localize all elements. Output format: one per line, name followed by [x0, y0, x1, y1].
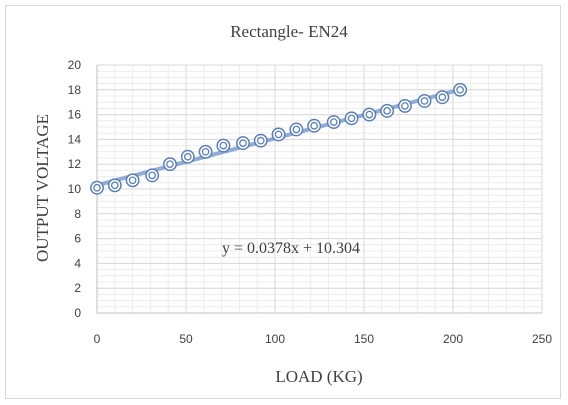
data-point-outer-ring — [362, 107, 377, 122]
y-tick-label: 6 — [74, 232, 81, 246]
data-point — [107, 178, 122, 193]
data-point-inner-ring — [420, 97, 429, 105]
data-point — [417, 94, 432, 108]
data-point-outer-ring — [453, 82, 468, 97]
data-point — [344, 111, 359, 126]
data-point-outer-ring — [163, 157, 177, 172]
data-point — [180, 149, 195, 164]
data-point-outer-ring — [289, 122, 304, 137]
data-point-outer-ring — [326, 115, 341, 129]
data-point — [289, 122, 304, 137]
data-point — [271, 127, 286, 142]
y-tick-label: 10 — [68, 182, 82, 196]
data-point-inner-ring — [201, 147, 210, 156]
data-point — [163, 157, 177, 172]
data-point-inner-ring — [148, 171, 157, 180]
data-point-outer-ring — [145, 168, 160, 183]
data-point-inner-ring — [383, 107, 391, 115]
data-point-outer-ring — [435, 90, 450, 105]
data-point — [236, 136, 250, 151]
x-tick-label: 150 — [354, 332, 374, 346]
x-tick-label: 100 — [265, 332, 285, 346]
data-point — [198, 144, 213, 159]
data-point-inner-ring — [456, 85, 464, 94]
data-points — [90, 82, 468, 195]
x-axis-title: LOAD (KG) — [275, 367, 362, 386]
data-point-outer-ring — [107, 178, 122, 193]
y-tick-label: 0 — [74, 306, 81, 320]
data-point-outer-ring — [236, 136, 250, 151]
x-tick-label: 200 — [443, 332, 463, 346]
y-tick-label: 8 — [74, 207, 81, 221]
data-point-outer-ring — [397, 98, 412, 113]
data-point-outer-ring — [417, 94, 432, 108]
y-tick-label: 20 — [68, 58, 82, 72]
data-point-outer-ring — [180, 149, 195, 164]
data-point-outer-ring — [216, 138, 231, 153]
data-point — [435, 90, 450, 105]
data-point — [307, 118, 322, 133]
data-point — [326, 115, 341, 129]
data-point-inner-ring — [274, 130, 283, 139]
data-point-inner-ring — [219, 141, 228, 150]
data-point-inner-ring — [183, 152, 192, 161]
x-tick-label: 250 — [532, 332, 552, 346]
y-tick-label: 18 — [68, 83, 82, 97]
data-point-outer-ring — [90, 180, 104, 195]
data-point-inner-ring — [329, 118, 338, 126]
data-point — [125, 173, 140, 188]
data-point-outer-ring — [380, 103, 395, 118]
data-point-inner-ring — [239, 139, 247, 147]
data-point-inner-ring — [128, 176, 137, 185]
data-point-inner-ring — [292, 125, 301, 134]
x-tick-label: 0 — [94, 332, 101, 346]
tick-labels: 0 50 100 150 200 250 0 2 4 6 8 10 12 14 16 18 20 — [68, 58, 553, 346]
data-point-inner-ring — [401, 102, 409, 110]
gridlines — [96, 64, 543, 314]
data-point-inner-ring — [256, 136, 265, 145]
data-point-outer-ring — [344, 111, 359, 126]
data-point — [216, 138, 231, 153]
data-point — [145, 168, 160, 183]
chart-title: Rectangle- EN24 — [230, 22, 348, 41]
data-point-outer-ring — [307, 118, 322, 133]
data-point-inner-ring — [347, 114, 356, 123]
data-point-inner-ring — [310, 121, 319, 130]
data-point-outer-ring — [253, 133, 268, 148]
data-point-outer-ring — [271, 127, 286, 142]
data-point-inner-ring — [438, 93, 447, 102]
data-point — [380, 103, 395, 118]
data-point — [362, 107, 377, 122]
data-point — [397, 98, 412, 113]
data-point — [453, 82, 468, 97]
data-point — [90, 180, 104, 195]
data-point-outer-ring — [125, 173, 140, 188]
data-point-inner-ring — [166, 160, 174, 169]
data-point-inner-ring — [365, 110, 374, 119]
x-tick-label: 50 — [179, 332, 193, 346]
y-tick-label: 2 — [74, 281, 81, 295]
chart-frame — [5, 5, 561, 399]
y-tick-label: 12 — [68, 157, 82, 171]
data-point-outer-ring — [198, 144, 213, 159]
data-point-inner-ring — [110, 181, 119, 190]
y-tick-label: 16 — [68, 108, 82, 122]
y-tick-label: 4 — [74, 256, 81, 270]
data-point — [253, 133, 268, 148]
data-point-inner-ring — [93, 183, 101, 192]
trendline-equation: y = 0.0378x + 10.304 — [222, 240, 360, 257]
y-axis-title: OUTPUT VOLTAGE — [33, 114, 52, 262]
y-tick-label: 14 — [68, 132, 82, 146]
